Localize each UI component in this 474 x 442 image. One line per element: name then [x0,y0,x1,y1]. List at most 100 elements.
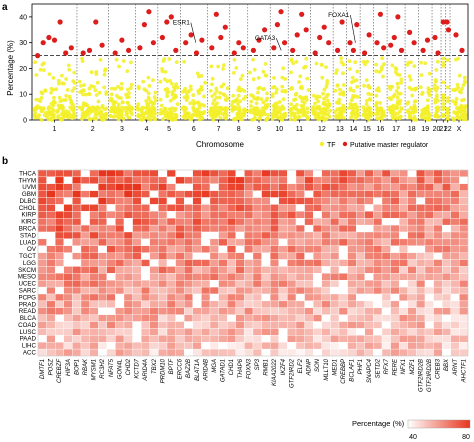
heatmap-cell [330,245,340,253]
heatmap-cell [347,307,357,315]
heatmap-cell [158,176,168,184]
tf-point [141,79,146,84]
heatmap-cell [37,266,47,274]
heatmap-cell [158,280,168,288]
master-regulator-point [459,47,465,54]
heatmap-row-label: UCEC [18,281,36,288]
heatmap-cell [252,286,262,295]
heatmap-cell [55,238,64,246]
master-regulator-point [57,19,63,25]
tf-point [111,108,116,112]
heatmap-cell [270,197,279,205]
heatmap-cell [450,280,460,288]
heatmap-cell [381,259,391,267]
heatmap-cell [89,238,99,246]
heatmap-cell [261,342,271,350]
master-regulator-point [250,47,256,54]
heatmap-frame [37,169,469,357]
tf-point [304,56,309,61]
heatmap-cell [433,335,443,343]
master-regulator-point [398,47,405,54]
heatmap-cell [201,348,211,357]
heatmap-cell [115,273,125,281]
heatmap-cell [158,238,168,246]
heatmap-cell [459,280,469,288]
tf-point [289,102,293,106]
heatmap-cell [132,169,142,178]
tf-point [125,95,129,100]
heatmap-cell [55,348,64,357]
tf-point [77,105,82,110]
heatmap-cell [373,197,383,205]
tf-point [129,110,133,114]
tf-point [230,103,235,108]
heatmap-row-label: LIHC [22,343,37,350]
heatmap-cell [166,218,176,226]
heatmap-cell [390,273,400,281]
panel-b-label: b [2,156,8,167]
heatmap-cell [175,266,185,274]
tf-point [425,108,430,113]
tf-point [325,98,330,103]
tf-point [70,89,75,93]
tf-point [405,63,410,67]
heatmap-cell [390,300,400,308]
tf-point [242,108,247,113]
heatmap-cell [72,211,82,219]
master-regulator-point [274,22,280,28]
heatmap-cell [252,224,262,233]
tf-point [188,84,193,89]
tf-point [55,109,60,114]
heatmap-cell [424,211,434,219]
heatmap-cell [364,266,374,274]
heatmap-cell [201,273,211,281]
heatmap-row-label: DLBC [19,198,36,205]
heatmap-cell [433,204,443,212]
tf-point [351,105,356,110]
heatmap-cell [123,314,133,322]
tf-point [453,101,458,106]
master-regulator-point [68,45,74,51]
heatmap-cell [270,245,279,253]
heatmap-cell [166,342,176,350]
heatmap-cell [338,169,348,178]
master-regulator-point [164,19,170,25]
tf-point [274,87,279,92]
heatmap-cell [399,286,408,295]
heatmap-cell [106,293,116,302]
heatmap-cell [433,231,443,240]
heatmap-cell [381,266,391,274]
heatmap-cell [381,211,391,219]
heatmap-cell [252,245,262,253]
heatmap-cell [450,197,460,205]
heatmap-cell [141,183,150,191]
tf-point [147,97,151,101]
heatmap-cell [338,293,348,302]
tf-point [119,81,124,86]
tf-point [454,57,458,62]
heatmap-row-label: READ [19,308,37,315]
tf-point [92,116,96,120]
heatmap-cell [442,266,451,274]
heatmap-cell [149,342,159,350]
heatmap-cell [330,273,340,281]
tf-point [141,106,146,110]
tf-point [312,93,316,98]
master-regulator-point [112,50,118,56]
heatmap-cell [416,245,426,253]
tf-point [230,100,235,105]
heatmap-cell [201,314,211,322]
tf-point [136,102,141,107]
tf-point [460,112,464,116]
heatmap-cell [184,252,193,260]
heatmap-cell [63,183,73,191]
tf-point [230,107,235,112]
tf-point [355,105,360,110]
heatmap-cell [364,197,374,205]
heatmap-cell [270,293,279,302]
heatmap-cell [80,238,90,246]
heatmap-cell [442,335,451,343]
heatmap-cell [278,300,288,308]
heatmap-cell [304,252,314,260]
tf-point [102,72,107,77]
